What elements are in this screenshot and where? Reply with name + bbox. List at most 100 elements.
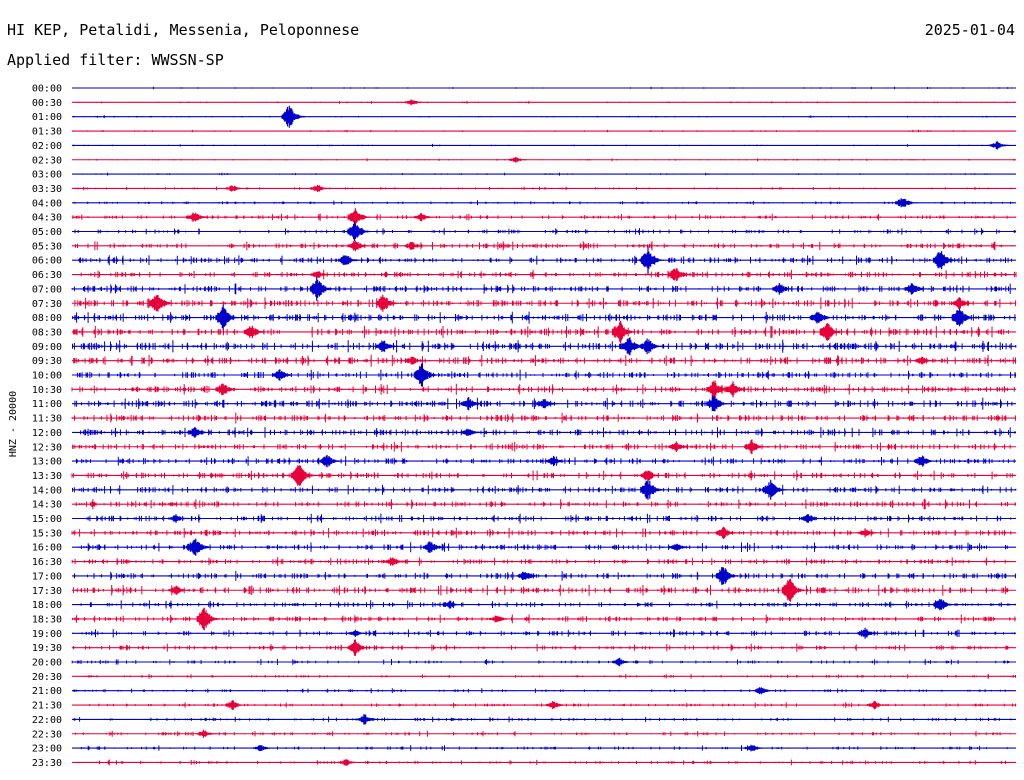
trace-noise bbox=[84, 674, 1016, 679]
row-label: 03:30 bbox=[32, 184, 62, 195]
seismic-event bbox=[914, 455, 938, 467]
seismic-event bbox=[762, 479, 787, 500]
row-label: 01:00 bbox=[32, 112, 62, 123]
trace-noise bbox=[75, 86, 1013, 90]
seismic-event bbox=[819, 323, 844, 341]
seismic-event bbox=[508, 156, 532, 163]
row-label: 05:30 bbox=[32, 241, 62, 252]
trace-noise bbox=[71, 470, 1013, 481]
seismic-event bbox=[668, 543, 693, 551]
row-label: 16:30 bbox=[32, 557, 62, 568]
date-label: 2025-01-04 bbox=[924, 21, 1015, 39]
seismic-event bbox=[460, 428, 485, 436]
seismic-event bbox=[640, 470, 664, 481]
seismic-event bbox=[545, 455, 570, 467]
trace-noise bbox=[72, 441, 1011, 452]
row-label: 21:30 bbox=[32, 701, 62, 712]
row-label: 23:00 bbox=[32, 744, 62, 755]
trace-noise bbox=[80, 269, 1017, 280]
trace-noise bbox=[78, 759, 1007, 766]
row-label: 03:00 bbox=[32, 170, 62, 181]
seismic-event bbox=[375, 340, 400, 352]
row-label: 12:30 bbox=[32, 442, 62, 453]
seismic-event bbox=[744, 439, 768, 455]
trace-noise bbox=[72, 614, 1016, 624]
row-label: 17:00 bbox=[32, 571, 62, 582]
trace-noise bbox=[75, 241, 1013, 251]
seismic-event bbox=[224, 185, 249, 192]
seismic-event bbox=[640, 479, 664, 500]
seismic-event bbox=[187, 538, 211, 556]
seismic-event bbox=[895, 198, 919, 208]
seismic-event bbox=[640, 246, 664, 274]
trace-noise bbox=[75, 730, 1011, 737]
station-title: HI KEP, Petalidi, Messenia, Peloponnese bbox=[7, 21, 360, 39]
seismic-event bbox=[347, 208, 372, 226]
row-label: 14:00 bbox=[32, 485, 62, 496]
row-label: 13:00 bbox=[32, 457, 62, 468]
row-label: 22:00 bbox=[32, 715, 62, 726]
seismic-event bbox=[914, 356, 938, 365]
trace-noise bbox=[73, 716, 1012, 723]
seismic-event bbox=[168, 585, 192, 595]
trace-noise bbox=[71, 527, 1012, 538]
seismic-event bbox=[442, 600, 466, 609]
row-label-group: 00:00 00:30 01:00 01:30 02:00 02:30 03:00 03:30… bbox=[32, 84, 62, 769]
seismic-event bbox=[413, 363, 438, 387]
trace-noise bbox=[75, 172, 1013, 176]
row-label: 00:30 bbox=[32, 98, 62, 109]
seismic-event bbox=[857, 528, 881, 538]
trace-noise bbox=[74, 397, 1013, 410]
row-label: 06:00 bbox=[32, 256, 62, 267]
seismic-event bbox=[338, 759, 362, 766]
seismic-event bbox=[517, 571, 542, 580]
trace-noise bbox=[71, 283, 1016, 295]
seismic-event bbox=[932, 598, 957, 611]
seismic-event bbox=[460, 397, 485, 411]
seismic-event bbox=[715, 567, 740, 585]
seismic-event bbox=[347, 639, 372, 656]
trace-noise bbox=[73, 158, 1015, 162]
seismic-event bbox=[224, 700, 249, 710]
row-label: 21:00 bbox=[32, 686, 62, 697]
seismic-event bbox=[272, 369, 296, 381]
seismic-event bbox=[385, 557, 409, 566]
seismic-event bbox=[309, 277, 334, 301]
seismic-event bbox=[253, 745, 277, 752]
row-label: 18:30 bbox=[32, 614, 62, 625]
row-label: 09:00 bbox=[32, 342, 62, 353]
seismic-event bbox=[375, 294, 400, 312]
row-label: 00:00 bbox=[32, 84, 62, 95]
trace-noise bbox=[72, 311, 1016, 324]
seismic-event bbox=[744, 744, 768, 752]
seismic-event bbox=[772, 283, 797, 295]
row-label: 20:00 bbox=[32, 658, 62, 669]
row-label: 02:00 bbox=[32, 141, 62, 152]
row-label: 07:30 bbox=[32, 299, 62, 310]
seismic-event bbox=[423, 541, 447, 553]
seismic-event bbox=[347, 221, 372, 242]
row-label: 06:30 bbox=[32, 270, 62, 281]
row-label: 05:00 bbox=[32, 227, 62, 238]
seismic-event bbox=[309, 271, 334, 278]
row-label: 11:00 bbox=[32, 399, 62, 410]
row-label: 16:00 bbox=[32, 543, 62, 554]
seismic-event bbox=[904, 283, 929, 295]
seismic-event bbox=[715, 526, 740, 539]
seismic-event bbox=[187, 426, 211, 438]
seismic-event bbox=[951, 297, 976, 310]
row-label: 19:00 bbox=[32, 629, 62, 640]
seismic-event bbox=[243, 325, 268, 339]
seismic-event bbox=[413, 213, 438, 222]
trace-noise bbox=[73, 129, 1007, 133]
row-label: 23:30 bbox=[32, 758, 62, 769]
seismic-event bbox=[319, 454, 343, 468]
trace-noise bbox=[71, 557, 1006, 566]
seismic-event bbox=[668, 268, 693, 281]
row-label: 08:00 bbox=[32, 313, 62, 324]
trace-noise bbox=[74, 200, 1014, 206]
seismic-event bbox=[404, 356, 428, 365]
row-label: 09:30 bbox=[32, 356, 62, 367]
seismic-event bbox=[347, 240, 372, 252]
seismic-event bbox=[753, 687, 778, 695]
